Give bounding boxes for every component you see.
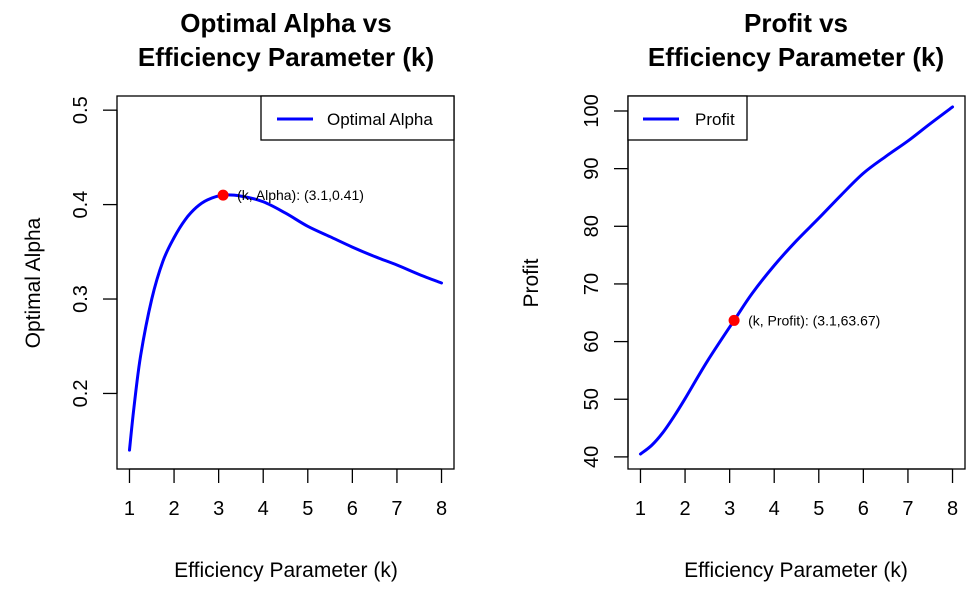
alpha-legend: Optimal Alpha (260, 95, 455, 141)
profit-y-tick-label: 100 (581, 94, 603, 127)
profit-y-tick-label: 50 (581, 388, 603, 410)
alpha-x-tick-label: 4 (258, 498, 269, 520)
alpha-line (127, 193, 444, 452)
profit-y-tick-label: 60 (581, 330, 603, 352)
alpha-y-axis-label: Optimal Alpha (22, 217, 45, 348)
alpha-highlight-point (217, 189, 229, 201)
alpha-y-tick-label: 0.4 (70, 191, 92, 219)
profit-x-tick-label: 2 (679, 498, 690, 520)
profit-x-tick-label: 3 (724, 498, 735, 520)
profit-legend: Profit (627, 95, 748, 141)
profit-highlight-point (728, 314, 740, 326)
profit-plot-box (627, 95, 966, 470)
alpha-x-tick-label: 6 (347, 498, 358, 520)
alpha-y-tick-label: 0.5 (70, 96, 92, 124)
alpha-x-axis: 1 2 3 4 5 6 7 8 (124, 468, 447, 520)
profit-chart-title-line1: Profit vs (744, 8, 848, 38)
profit-x-tick-label: 7 (902, 498, 913, 520)
alpha-highlight-label: (k, Alpha): (3.1,0.41) (237, 187, 364, 203)
alpha-x-tick-label: 2 (168, 498, 179, 520)
profit-chart-panel: Profit vs Efficiency Parameter (k) 1 2 3 4 5… (520, 8, 966, 582)
profit-x-tick-label: 4 (769, 498, 780, 520)
alpha-x-tick-label: 7 (391, 498, 402, 520)
alpha-y-axis: 0.2 0.3 0.4 0.5 (70, 96, 118, 408)
profit-y-axis-label: Profit (520, 258, 543, 307)
profit-y-tick-label: 70 (581, 273, 603, 295)
profit-y-tick-label: 90 (581, 158, 603, 180)
profit-y-axis: 40 50 60 70 80 90 100 (581, 94, 629, 468)
alpha-chart-title-line1: Optimal Alpha vs (180, 8, 391, 38)
alpha-x-tick-label: 5 (302, 498, 313, 520)
profit-line (638, 105, 955, 456)
alpha-series: (k, Alpha): (3.1,0.41) (127, 187, 444, 452)
profit-series: (k, Profit): (3.1,63.67) (638, 105, 955, 456)
alpha-x-axis-label: Efficiency Parameter (k) (174, 559, 398, 582)
profit-y-tick-label: 80 (581, 215, 603, 237)
alpha-chart-title-line2: Efficiency Parameter (k) (138, 42, 434, 72)
profit-x-axis: 1 2 3 4 5 6 7 8 (635, 468, 958, 520)
profit-x-tick-label: 8 (947, 498, 958, 520)
alpha-x-tick-label: 1 (124, 498, 135, 520)
profit-x-axis-label: Efficiency Parameter (k) (684, 559, 908, 582)
alpha-chart-panel: Optimal Alpha vs Efficiency Parameter (k… (22, 8, 455, 582)
profit-highlight-label: (k, Profit): (3.1,63.67) (748, 312, 880, 328)
profit-chart-title-line2: Efficiency Parameter (k) (648, 42, 944, 72)
profit-y-tick-label: 40 (581, 446, 603, 468)
profit-legend-label: Profit (695, 110, 735, 129)
alpha-y-tick-label: 0.3 (70, 285, 92, 313)
alpha-legend-label: Optimal Alpha (327, 110, 433, 129)
alpha-y-tick-label: 0.2 (70, 380, 92, 408)
profit-x-tick-label: 6 (858, 498, 869, 520)
alpha-x-tick-label: 8 (436, 498, 447, 520)
alpha-plot-box (116, 95, 455, 470)
profit-x-tick-label: 1 (635, 498, 646, 520)
profit-x-tick-label: 5 (813, 498, 824, 520)
alpha-x-tick-label: 3 (213, 498, 224, 520)
